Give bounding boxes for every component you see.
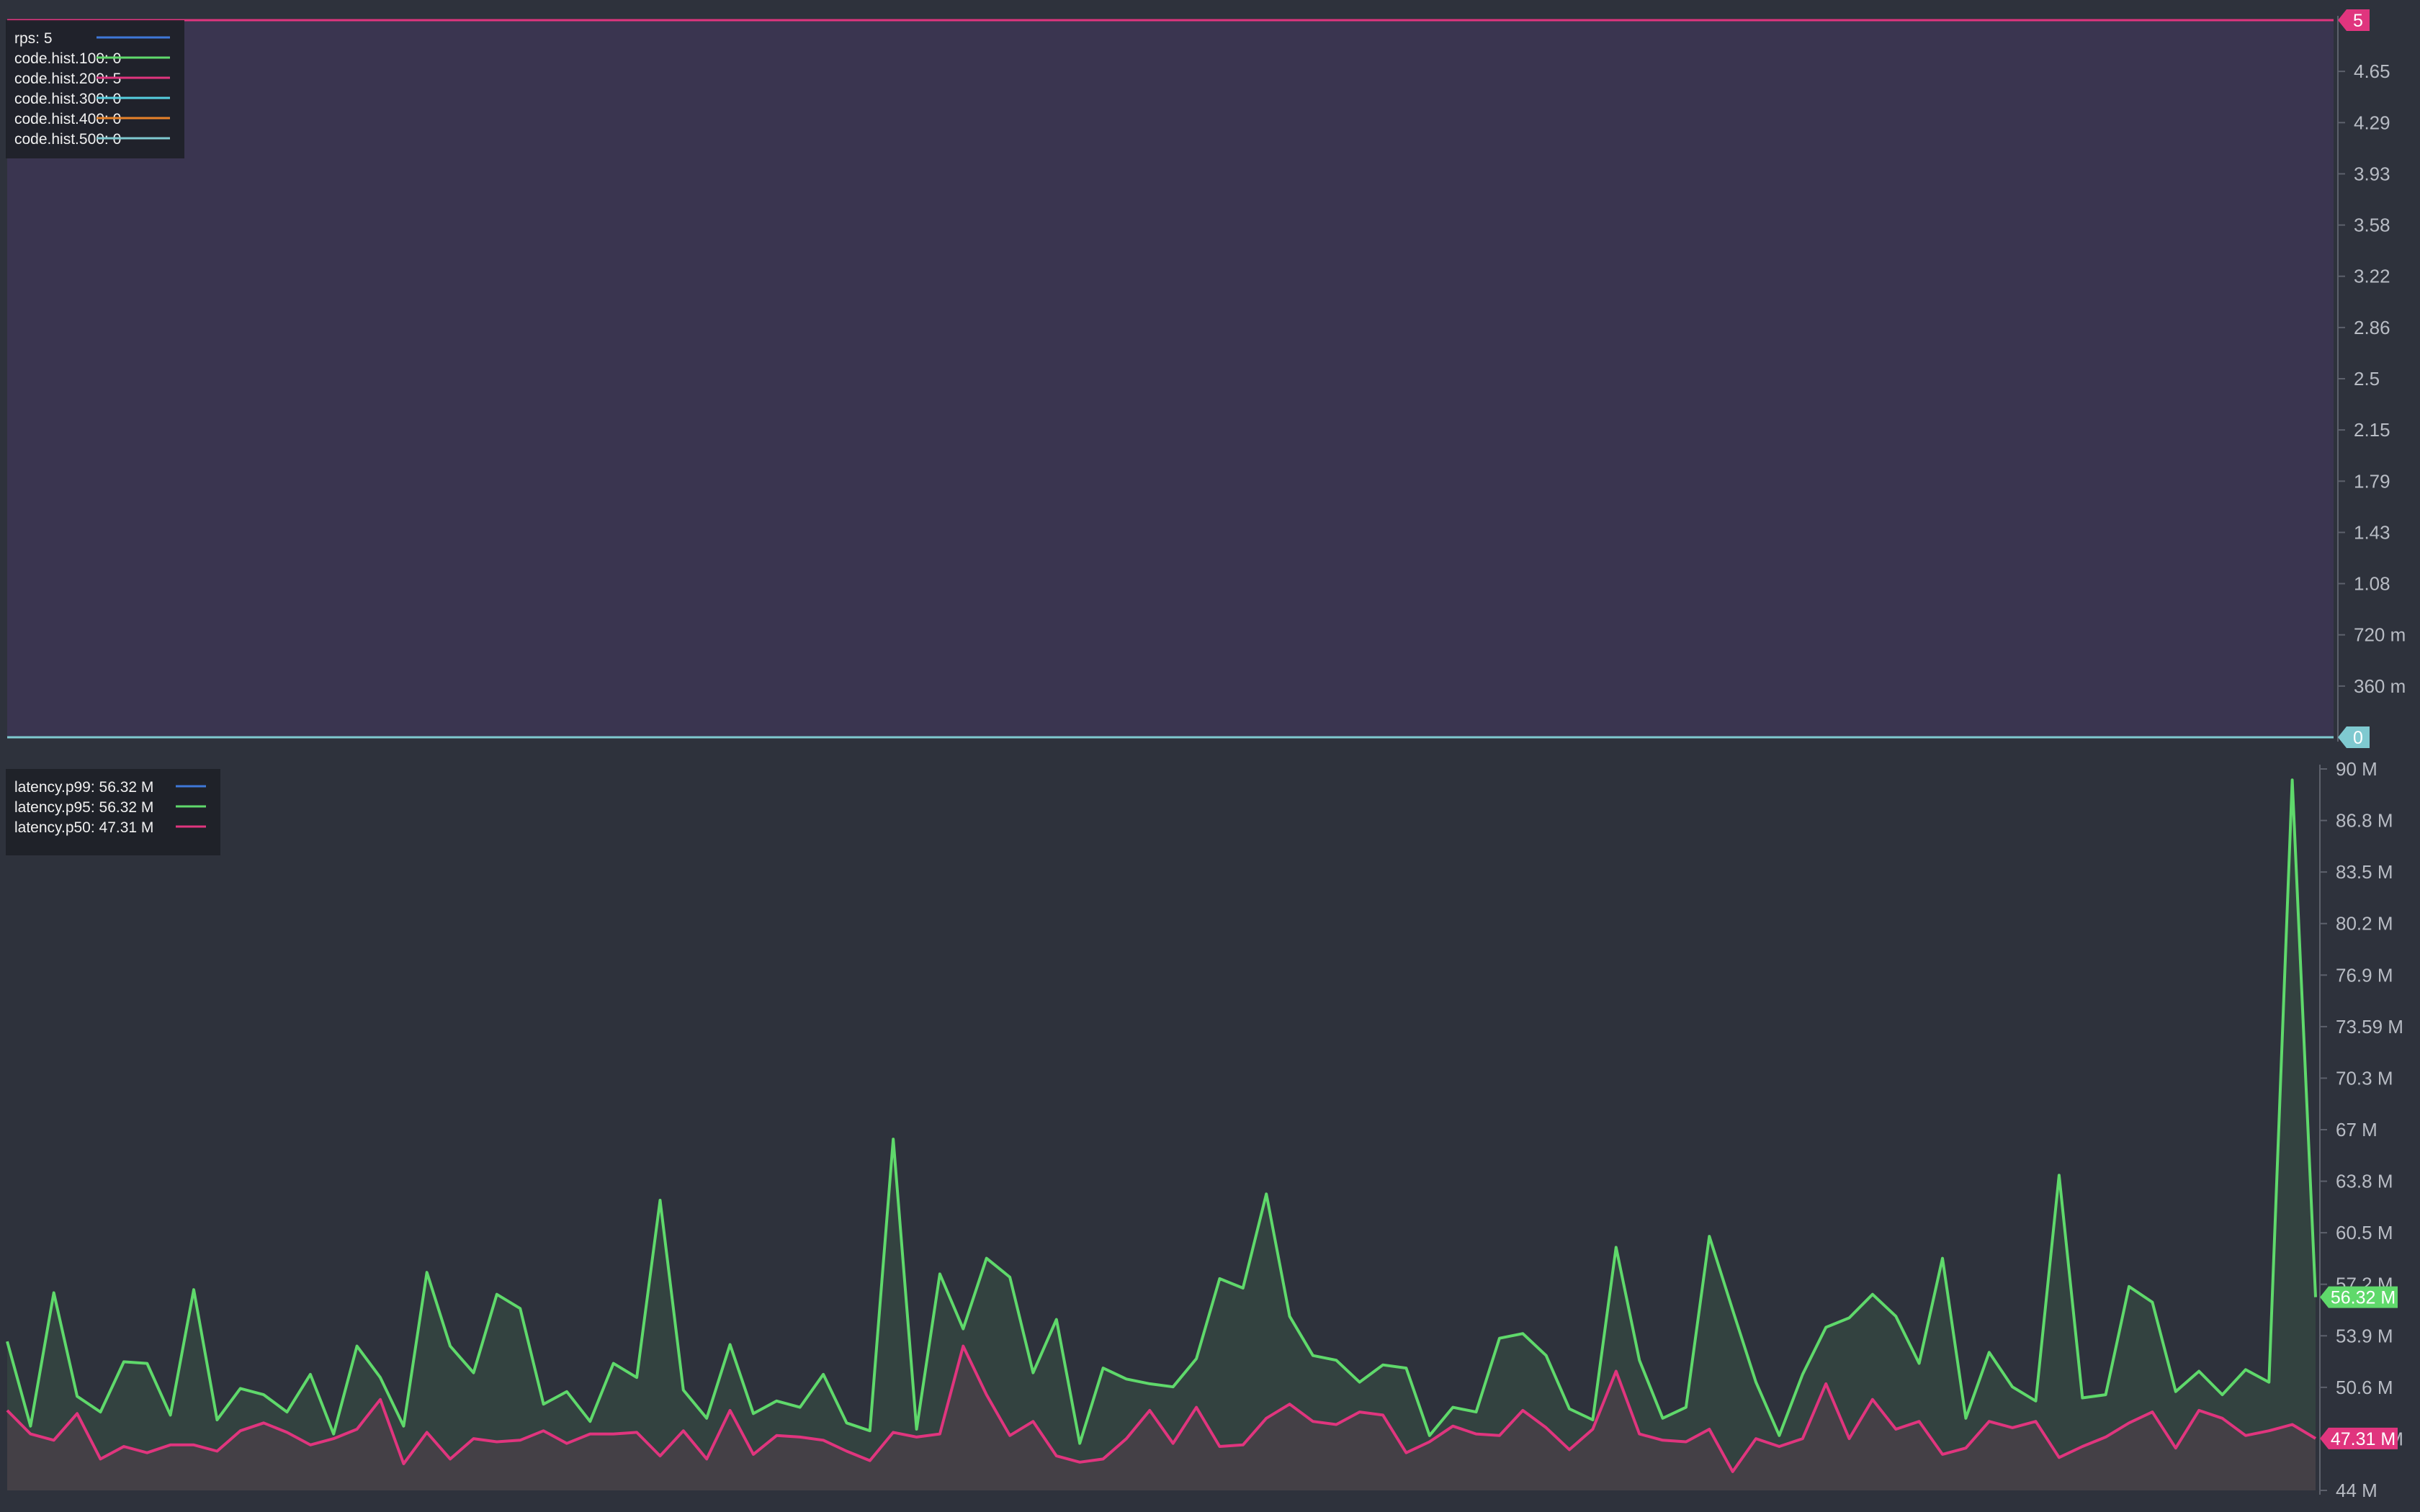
legend-label: code.hist.300: 0 — [14, 91, 121, 107]
y-tick-label: 90 M — [2336, 758, 2378, 780]
rps-status-chart: 0 360 m 720 m 1.08 1.43 1.79 2.15 2.5 2.86 3.22 3.… — [6, 9, 2406, 748]
y-tick-label: 86.8 M — [2336, 810, 2393, 832]
y-tick-label: 4.65 — [2354, 60, 2390, 82]
y-tick-label: 360 m — [2354, 675, 2406, 697]
legend-label: latency.p50: 47.31 M — [14, 819, 153, 836]
y-tick-label: 1.08 — [2354, 573, 2390, 595]
y-tick-label: 3.58 — [2354, 215, 2390, 236]
series-line-latency.p50 — [6, 1344, 2317, 1473]
y-tick-label: 2.5 — [2354, 368, 2380, 390]
y-tick-label: 2.86 — [2354, 317, 2390, 338]
legend-label: latency.p99: 56.32 M — [14, 779, 153, 796]
y-tick-label: 1.79 — [2354, 470, 2390, 492]
latency-chart: 44 M47.31 M50.6 M53.9 M57.2 M60.5 M63.8 … — [6, 758, 2403, 1501]
plot-area — [7, 769, 2316, 1490]
y-tick-label: 73.59 M — [2336, 1016, 2403, 1038]
y-tick-label: 83.5 M — [2336, 861, 2393, 883]
value-badge-label: 5 — [2353, 11, 2363, 31]
y-tick-label: 3.22 — [2354, 266, 2390, 287]
y-tick-label: 2.15 — [2354, 419, 2390, 441]
y-tick-label: 70.3 M — [2336, 1067, 2393, 1089]
y-tick-label: 67 M — [2336, 1119, 2378, 1140]
legend-label: code.hist.100: 0 — [14, 50, 121, 67]
value-badge-label: 56.32 M — [2331, 1288, 2396, 1308]
legend-label: code.hist.200: 5 — [14, 71, 121, 87]
value-badge — [2338, 726, 2370, 748]
value-badge — [2320, 1286, 2398, 1308]
legend-label: code.hist.500: 0 — [14, 131, 121, 148]
plot-area — [7, 20, 2334, 737]
legend-label: rps: 5 — [14, 30, 53, 47]
legend-label: code.hist.400: 0 — [14, 111, 121, 127]
series-area-latency.p50 — [7, 1346, 2316, 1490]
legend-box — [6, 20, 184, 158]
value-badge — [2320, 1427, 2398, 1449]
y-tick-label: 4.29 — [2354, 112, 2390, 133]
y-tick-label: 1.43 — [2354, 521, 2390, 543]
y-tick-label: 60.5 M — [2336, 1222, 2393, 1243]
value-badge-label: 0 — [2353, 728, 2363, 748]
legend-label: latency.p95: 56.32 M — [14, 799, 153, 816]
value-badge — [2338, 9, 2370, 31]
y-tick-label: 53.9 M — [2336, 1325, 2393, 1346]
legend-box — [6, 769, 220, 855]
y-tick-label: 76.9 M — [2336, 964, 2393, 986]
y-tick-label: 720 m — [2354, 624, 2406, 646]
y-tick-label: 44 M — [2336, 1480, 2378, 1501]
y-tick-label: 3.93 — [2354, 163, 2390, 184]
value-badge-label: 47.31 M — [2331, 1429, 2396, 1449]
series-area-latency.p95 — [7, 780, 2316, 1490]
y-tick-label: 63.8 M — [2336, 1171, 2393, 1192]
y-tick-label: 50.6 M — [2336, 1377, 2393, 1398]
series-line-latency.p95 — [6, 778, 2317, 1445]
y-tick-label: 80.2 M — [2336, 913, 2393, 935]
